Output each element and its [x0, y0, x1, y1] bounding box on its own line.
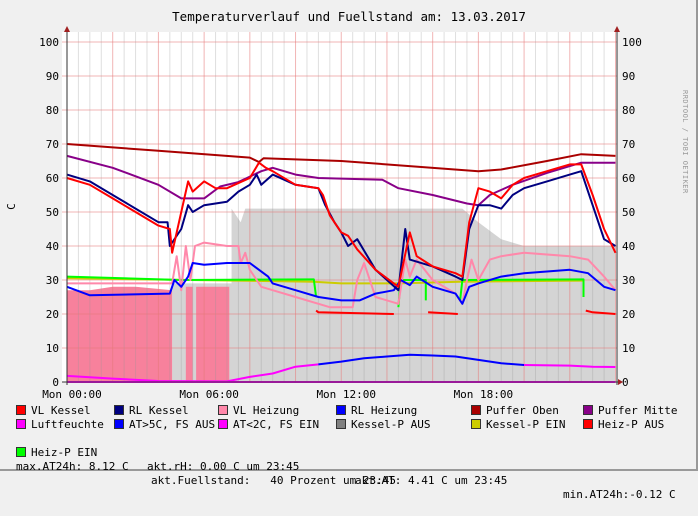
legend-item: Kessel-P EIN — [471, 418, 565, 432]
legend-swatch — [16, 405, 26, 415]
legend-label: AT>5C, FS AUS — [129, 418, 216, 431]
legend-item: Heiz-P AUS — [583, 418, 664, 432]
y-tick-label-right: 80 — [622, 104, 635, 117]
legend-item: Kessel-P AUS — [336, 418, 430, 432]
min-at24h: min.AT24h:-0.12 C — [563, 488, 676, 501]
y-axis-right-arrow-icon — [614, 26, 620, 32]
y-tick-label: 20 — [46, 308, 59, 321]
legend-swatch — [218, 405, 228, 415]
legend-item: VL Kessel — [16, 404, 91, 418]
legend-label: RL Heizung — [351, 404, 418, 417]
legend-item: RL Heizung — [336, 404, 417, 418]
y-tick-label-right: 60 — [622, 172, 635, 185]
legend-swatch — [114, 405, 124, 415]
y-tick-label: 80 — [46, 104, 59, 117]
y-tick-label-right: 0 — [622, 376, 629, 389]
legend-swatch — [336, 405, 346, 415]
y-tick-label-right: 100 — [622, 36, 642, 49]
x-axis-arrow-icon — [618, 379, 623, 385]
legend-label: Luftfeuchte — [31, 418, 104, 431]
x-tick-label: Mon 12:00 — [316, 388, 376, 400]
legend-item: AT<2C, FS EIN — [218, 418, 319, 432]
watermark: RRDTOOL / TOBI OETIKER — [681, 90, 689, 194]
legend-swatch — [114, 419, 124, 429]
chart-title: Temperaturverlauf und Fuellstand am: 13.… — [172, 9, 526, 24]
area-at-2c-fs-ein — [67, 286, 173, 382]
series-heiz-p-aus — [585, 309, 616, 315]
legend: VL Kessel RL Kessel VL Heizung RL Heizung Pu… — [16, 404, 677, 501]
legend-label: Heiz-P EIN — [31, 446, 98, 459]
series-vl-kessel — [66, 161, 617, 288]
series-rl-heizung — [66, 262, 616, 305]
legend-label: AT<2C, FS EIN — [233, 418, 320, 431]
legend-swatch — [471, 419, 481, 429]
x-tick-label: Mon 00:00 — [42, 388, 102, 400]
y-axis-arrow-icon — [64, 26, 70, 32]
series-at-5c — [318, 353, 525, 366]
graph-frame — [0, 0, 698, 471]
y-tick-label: 0 — [52, 376, 59, 389]
legend-label: Puffer Mitte — [598, 404, 678, 417]
legend-swatch — [336, 419, 346, 429]
legend-swatch — [16, 447, 26, 457]
legend-item: RL Kessel — [114, 404, 189, 418]
legend-label: VL Heizung — [233, 404, 300, 417]
y-tick-label-right: 30 — [622, 274, 635, 287]
series-puffer-oben — [66, 143, 616, 173]
max-at24h: max.AT24h: 8.12 C — [16, 460, 129, 473]
legend-swatch — [471, 405, 481, 415]
chart-plot: 0 0 10 10 20 20 30 30 40 40 50 50 60 60 70 70 80 80 90 90 10… — [39, 26, 642, 400]
legend-swatch — [16, 419, 26, 429]
legend-label: Puffer Oben — [486, 404, 559, 417]
legend-swatch — [583, 419, 593, 429]
area-at-2c-fs-ein — [196, 286, 230, 382]
legend-item: VL Heizung — [218, 404, 299, 418]
legend-label: Kessel-P EIN — [486, 418, 566, 431]
series-heiz-p-ein — [459, 278, 585, 301]
y-tick-label-right: 90 — [622, 70, 635, 83]
y-tick-label-right: 10 — [622, 342, 635, 355]
y-tick-label: 30 — [46, 274, 59, 287]
series-vl-heizung — [67, 241, 617, 309]
legend-item: Puffer Mitte — [583, 404, 677, 418]
area-fuellstand — [172, 208, 616, 382]
y-tick-label-right: 40 — [622, 240, 635, 253]
series-at — [524, 364, 616, 369]
legend-label: VL Kessel — [31, 404, 91, 417]
legend-label: Heiz-P AUS — [598, 418, 665, 431]
series-heiz-p-aus — [315, 309, 394, 315]
legend-label: Kessel-P AUS — [351, 418, 431, 431]
legend-item: Puffer Oben — [471, 404, 559, 418]
akt-rh: akt.rH: 0.00 C um 23:45 — [147, 460, 300, 473]
x-tick-label: Mon 18:00 — [454, 388, 514, 400]
y-tick-label: 90 — [46, 70, 59, 83]
legend-label: RL Kessel — [129, 404, 189, 417]
legend-item: AT>5C, FS AUS — [114, 418, 215, 432]
y-tick-label-right: 70 — [622, 138, 635, 151]
legend-swatch — [218, 419, 228, 429]
series-heiz-p-ein — [66, 275, 318, 298]
y-tick-label-right: 20 — [622, 308, 635, 321]
y-tick-label: 100 — [39, 36, 59, 49]
legend-item-heiz-p-ein: Heiz-P EIN — [16, 446, 97, 460]
y-tick-label: 40 — [46, 240, 59, 253]
y-tick-label: 50 — [46, 206, 59, 219]
area-at-2c-fs-ein — [185, 286, 193, 382]
y-tick-label: 70 — [46, 138, 59, 151]
y-tick-label: 10 — [46, 342, 59, 355]
legend-item: Luftfeuchte — [16, 418, 104, 432]
y-tick-label-right: 50 — [622, 206, 635, 219]
series-puffer-mitte — [66, 154, 616, 207]
series-at-2c — [66, 363, 319, 383]
series-kessel-p-ein — [66, 277, 584, 285]
legend-swatch — [583, 405, 593, 415]
y-tick-label: 60 — [46, 172, 59, 185]
akt-fuellstand: akt.Fuellstand: 40 Prozent um 23:45 — [151, 474, 397, 487]
series-heiz-p-aus — [428, 311, 458, 315]
x-tick-label: Mon 06:00 — [179, 388, 239, 400]
